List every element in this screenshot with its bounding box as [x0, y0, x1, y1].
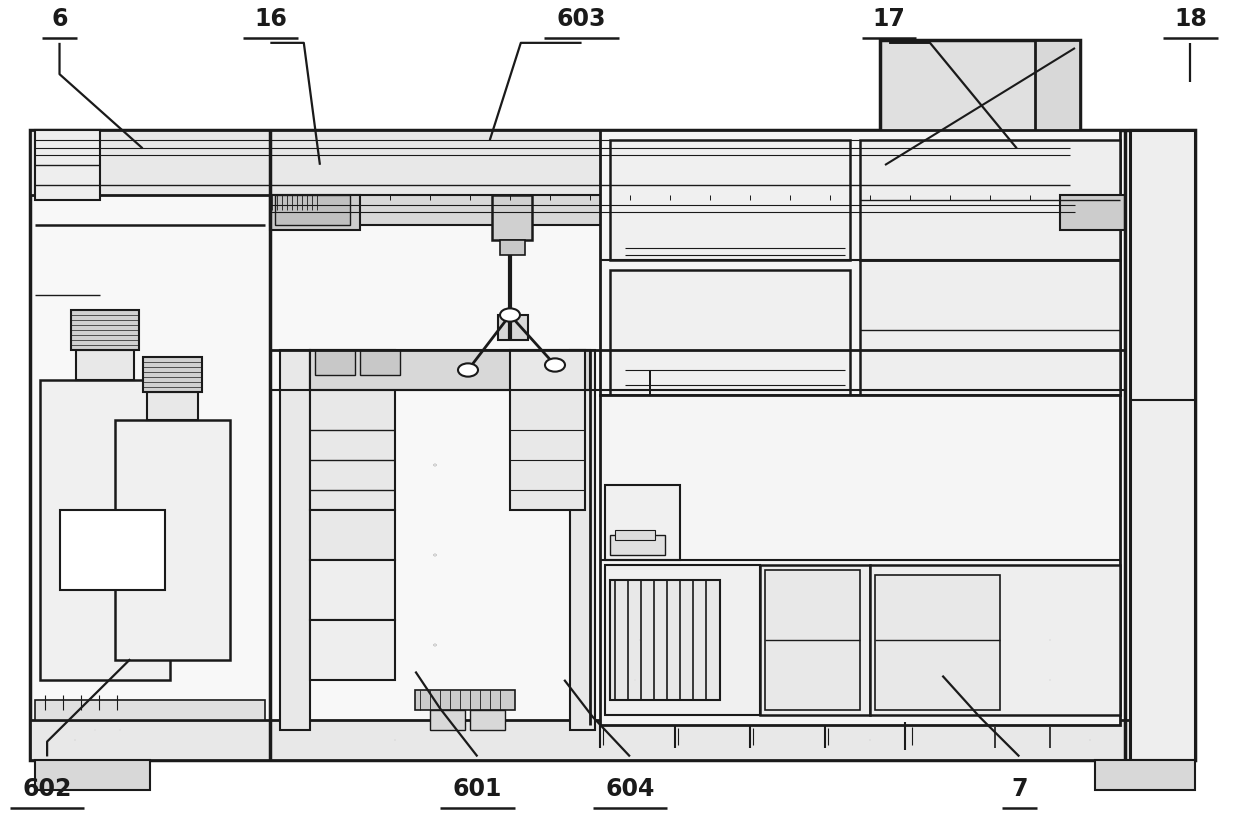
Circle shape — [546, 358, 565, 372]
Bar — [430, 710, 465, 730]
Bar — [605, 565, 760, 715]
Bar — [143, 357, 202, 392]
Bar — [35, 700, 265, 720]
Text: 17: 17 — [873, 7, 905, 31]
Bar — [280, 350, 310, 730]
Bar — [35, 130, 100, 200]
Bar — [498, 315, 528, 340]
Bar — [40, 380, 170, 680]
Bar — [870, 565, 1120, 715]
Bar — [415, 690, 515, 710]
Bar — [610, 270, 849, 395]
Bar — [76, 350, 134, 380]
Bar — [610, 535, 665, 555]
Bar — [610, 580, 720, 700]
Bar — [71, 310, 139, 350]
Text: 604: 604 — [605, 777, 655, 801]
Bar — [310, 350, 590, 390]
Bar — [861, 140, 1120, 260]
Bar — [861, 260, 1120, 395]
Bar — [1130, 130, 1195, 760]
Text: 16: 16 — [254, 7, 286, 31]
Bar — [570, 350, 595, 730]
Bar — [30, 130, 1195, 760]
Text: 601: 601 — [453, 777, 502, 801]
Bar — [600, 130, 1120, 395]
Bar — [360, 350, 401, 375]
Bar — [610, 140, 849, 260]
Bar — [35, 760, 150, 790]
Circle shape — [458, 363, 477, 377]
Bar — [605, 485, 680, 560]
Bar — [60, 510, 165, 590]
Bar — [1035, 40, 1080, 175]
Bar — [30, 130, 1075, 195]
Bar — [310, 620, 396, 680]
Bar — [1095, 760, 1195, 790]
Bar — [765, 570, 861, 710]
Bar — [880, 40, 1080, 175]
Bar — [310, 560, 396, 620]
Bar — [760, 565, 870, 715]
Bar — [500, 240, 525, 255]
Circle shape — [500, 308, 520, 321]
Text: 602: 602 — [22, 777, 72, 801]
Bar — [270, 195, 1075, 225]
Bar — [310, 510, 396, 560]
Bar — [310, 350, 396, 510]
Text: 6: 6 — [51, 7, 68, 31]
Bar — [315, 350, 355, 375]
Bar — [615, 530, 655, 540]
Bar — [470, 710, 505, 730]
Bar — [115, 420, 229, 660]
Bar — [492, 195, 532, 240]
Text: 7: 7 — [1011, 777, 1028, 801]
Bar — [270, 195, 335, 210]
Bar — [1060, 195, 1125, 230]
Text: 18: 18 — [1174, 7, 1207, 31]
Bar — [30, 720, 1195, 760]
Bar — [875, 575, 999, 710]
Bar — [270, 195, 360, 230]
Bar — [600, 395, 1120, 725]
Bar — [510, 350, 585, 510]
Bar — [146, 392, 198, 420]
Bar — [275, 195, 350, 225]
Text: 603: 603 — [557, 7, 606, 31]
